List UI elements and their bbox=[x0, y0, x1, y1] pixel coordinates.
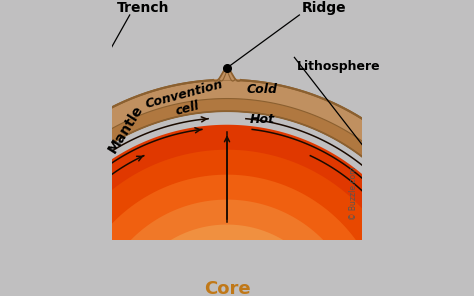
Polygon shape bbox=[172, 279, 282, 296]
Text: Ridge: Ridge bbox=[302, 1, 346, 15]
Polygon shape bbox=[67, 175, 387, 296]
Polygon shape bbox=[42, 150, 411, 296]
Text: Trench: Trench bbox=[117, 1, 170, 15]
Polygon shape bbox=[213, 68, 241, 81]
Polygon shape bbox=[117, 225, 337, 296]
Polygon shape bbox=[0, 99, 463, 296]
Text: Core: Core bbox=[204, 280, 250, 296]
Text: Convention
cell: Convention cell bbox=[144, 77, 228, 125]
Polygon shape bbox=[0, 80, 474, 296]
Text: Cold: Cold bbox=[246, 83, 277, 96]
Text: Hot: Hot bbox=[249, 113, 274, 126]
Polygon shape bbox=[92, 200, 362, 296]
Text: Mantle: Mantle bbox=[106, 102, 146, 155]
Text: Lithosphere: Lithosphere bbox=[297, 60, 381, 73]
Polygon shape bbox=[145, 252, 310, 296]
Polygon shape bbox=[18, 125, 437, 296]
Text: © Buzzle.com: © Buzzle.com bbox=[349, 166, 358, 220]
